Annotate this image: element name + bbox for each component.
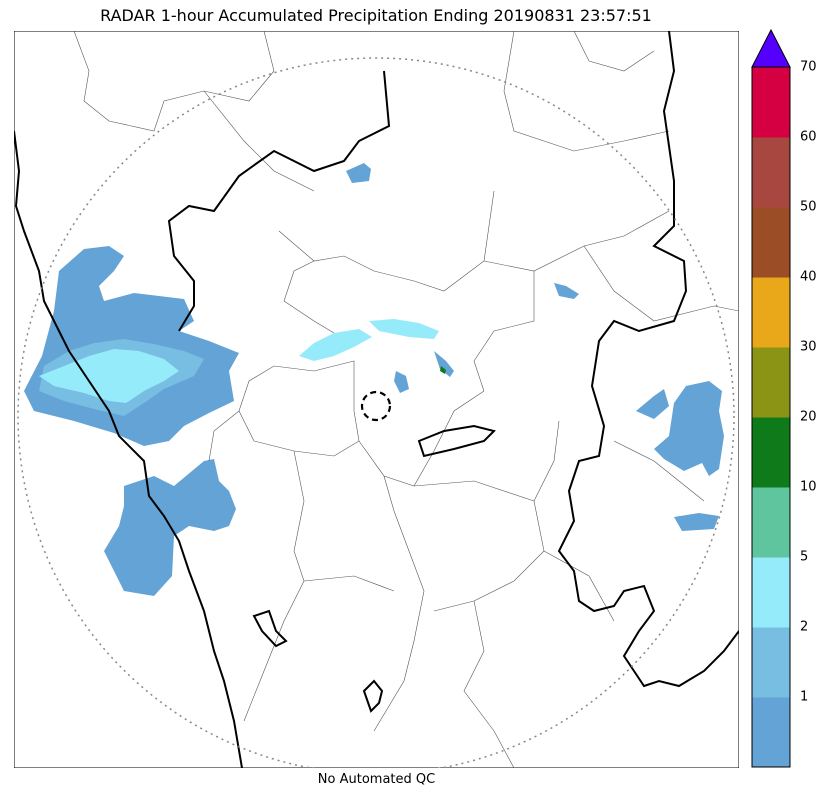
qc-status-label: No Automated QC bbox=[317, 772, 436, 787]
precip-southeast-small bbox=[674, 513, 719, 531]
radar-range-ring bbox=[17, 57, 735, 768]
colorbar-tick-label: 2 bbox=[800, 619, 809, 635]
precip-west-peak bbox=[39, 349, 179, 403]
precip-central-cell-core bbox=[440, 366, 446, 374]
precip-east-small bbox=[636, 389, 669, 419]
radar-map bbox=[14, 31, 739, 768]
colorbar-segment bbox=[752, 207, 790, 278]
colorbar-segment bbox=[752, 417, 790, 488]
colorbar-tick-label: 30 bbox=[800, 339, 817, 355]
colorbar-segment bbox=[752, 277, 790, 348]
state-boundaries bbox=[14, 31, 739, 768]
colorbar-tick-label: 50 bbox=[800, 199, 817, 215]
precip-central-dot bbox=[394, 371, 409, 393]
colorbar-tick-label: 70 bbox=[800, 59, 817, 75]
precipitation-areas bbox=[24, 163, 724, 596]
map-title: RADAR 1-hour Accumulated Precipitation E… bbox=[100, 6, 652, 25]
colorbar-tick-label: 40 bbox=[800, 269, 817, 285]
colorbar-segment bbox=[752, 347, 790, 418]
radar-site-marker bbox=[360, 390, 392, 422]
colorbar-segment bbox=[752, 137, 790, 208]
colorbar-segment bbox=[752, 557, 790, 628]
colorbar-extend-arrow bbox=[751, 28, 791, 68]
colorbar-segment bbox=[752, 627, 790, 698]
precip-central-speckle-2 bbox=[369, 319, 439, 339]
precip-northeast-small bbox=[554, 283, 579, 299]
colorbar-tick-label: 20 bbox=[800, 409, 817, 425]
colorbar-tick-label: 60 bbox=[800, 129, 817, 145]
colorbar bbox=[751, 28, 791, 768]
district-boundaries bbox=[73, 31, 739, 768]
colorbar-segment bbox=[752, 697, 790, 768]
colorbar-tick-label: 10 bbox=[800, 479, 817, 495]
precip-north-small bbox=[346, 163, 371, 183]
colorbar-tick-label: 1 bbox=[800, 689, 809, 705]
colorbar-segment bbox=[752, 487, 790, 558]
precip-central-speckle bbox=[299, 329, 372, 361]
precip-central-cell bbox=[434, 351, 454, 377]
colorbar-tick-label: 5 bbox=[800, 549, 809, 565]
colorbar-segment bbox=[752, 67, 790, 138]
precip-east bbox=[654, 381, 724, 476]
